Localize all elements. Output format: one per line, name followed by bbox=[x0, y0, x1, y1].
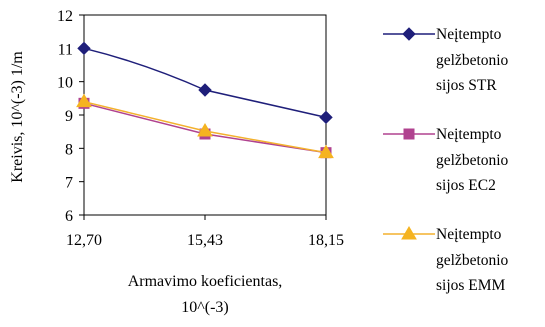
legend-marker bbox=[403, 128, 415, 140]
x-axis-title-line1: Armavimo koeficientas, bbox=[127, 273, 283, 290]
legend-swatch bbox=[383, 128, 435, 140]
series-1 bbox=[77, 41, 333, 125]
y-tick-label: 9 bbox=[65, 108, 73, 125]
y-axis: 6 7 8 9 10 11 12 bbox=[57, 8, 84, 225]
legend-label-line: sijos EC2 bbox=[436, 177, 496, 194]
x-tick-label: 12,70 bbox=[66, 232, 102, 249]
legend-swatch bbox=[383, 27, 435, 41]
x-axis-title-line2: 10^(-3) bbox=[181, 299, 229, 316]
x-axis-title: Armavimo koeficientas, 10^(-3) bbox=[70, 269, 340, 321]
data-point-marker bbox=[197, 123, 213, 137]
y-tick-label: 6 bbox=[65, 208, 73, 225]
legend-marker bbox=[402, 27, 416, 41]
legend-item: Neįtempto gelžbetonio sijos EC2 bbox=[383, 122, 543, 222]
legend-label-line: sijos STR bbox=[436, 77, 497, 94]
x-tick-label: 18,15 bbox=[308, 232, 344, 249]
legend-label: Neįtempto gelžbetonio sijos EC2 bbox=[436, 122, 545, 199]
series-layer bbox=[76, 41, 334, 159]
y-tick-label: 8 bbox=[65, 141, 73, 158]
y-tick-label: 12 bbox=[57, 8, 73, 25]
data-point-marker bbox=[198, 83, 212, 97]
legend-item: Neįtempto gelžbetonio sijos STR bbox=[383, 22, 543, 122]
data-point-marker bbox=[319, 110, 333, 125]
legend-label-line: Neįtempto bbox=[436, 226, 502, 243]
legend-swatch bbox=[383, 226, 435, 240]
legend-label: Neįtempto gelžbetonio sijos STR bbox=[436, 22, 545, 99]
legend-marker bbox=[401, 226, 417, 240]
data-point-marker bbox=[76, 93, 92, 108]
y-tick-label: 10 bbox=[57, 75, 73, 92]
legend-label-line: sijos EMM bbox=[436, 277, 506, 294]
x-tick-label: 15,43 bbox=[187, 232, 223, 249]
legend-label-line: gelžbetonio bbox=[436, 51, 509, 69]
legend-label-line: Neįtempto bbox=[436, 126, 502, 143]
legend-item: Neįtempto gelžbetonio sijos EMM bbox=[383, 222, 543, 322]
y-tick-label: 11 bbox=[58, 41, 73, 58]
plot-area bbox=[83, 14, 327, 216]
legend: Neįtempto gelžbetonio sijos STR Neįtempto ge… bbox=[383, 22, 543, 322]
legend-label: Neįtempto gelžbetonio sijos EMM bbox=[436, 222, 545, 299]
y-tick-label: 7 bbox=[65, 175, 73, 192]
data-point-marker bbox=[318, 144, 334, 159]
x-axis: 12,70 15,43 18,15 bbox=[66, 215, 344, 249]
legend-label-line: Neįtempto bbox=[436, 26, 502, 43]
legend-label-line: gelžbetonio bbox=[436, 151, 509, 169]
data-point-marker bbox=[77, 41, 91, 56]
y-axis-title: Kreivis, 10^(-3) 1/m bbox=[9, 51, 26, 183]
legend-label-line: gelžbetonio bbox=[436, 251, 509, 269]
series-3 bbox=[76, 93, 334, 159]
